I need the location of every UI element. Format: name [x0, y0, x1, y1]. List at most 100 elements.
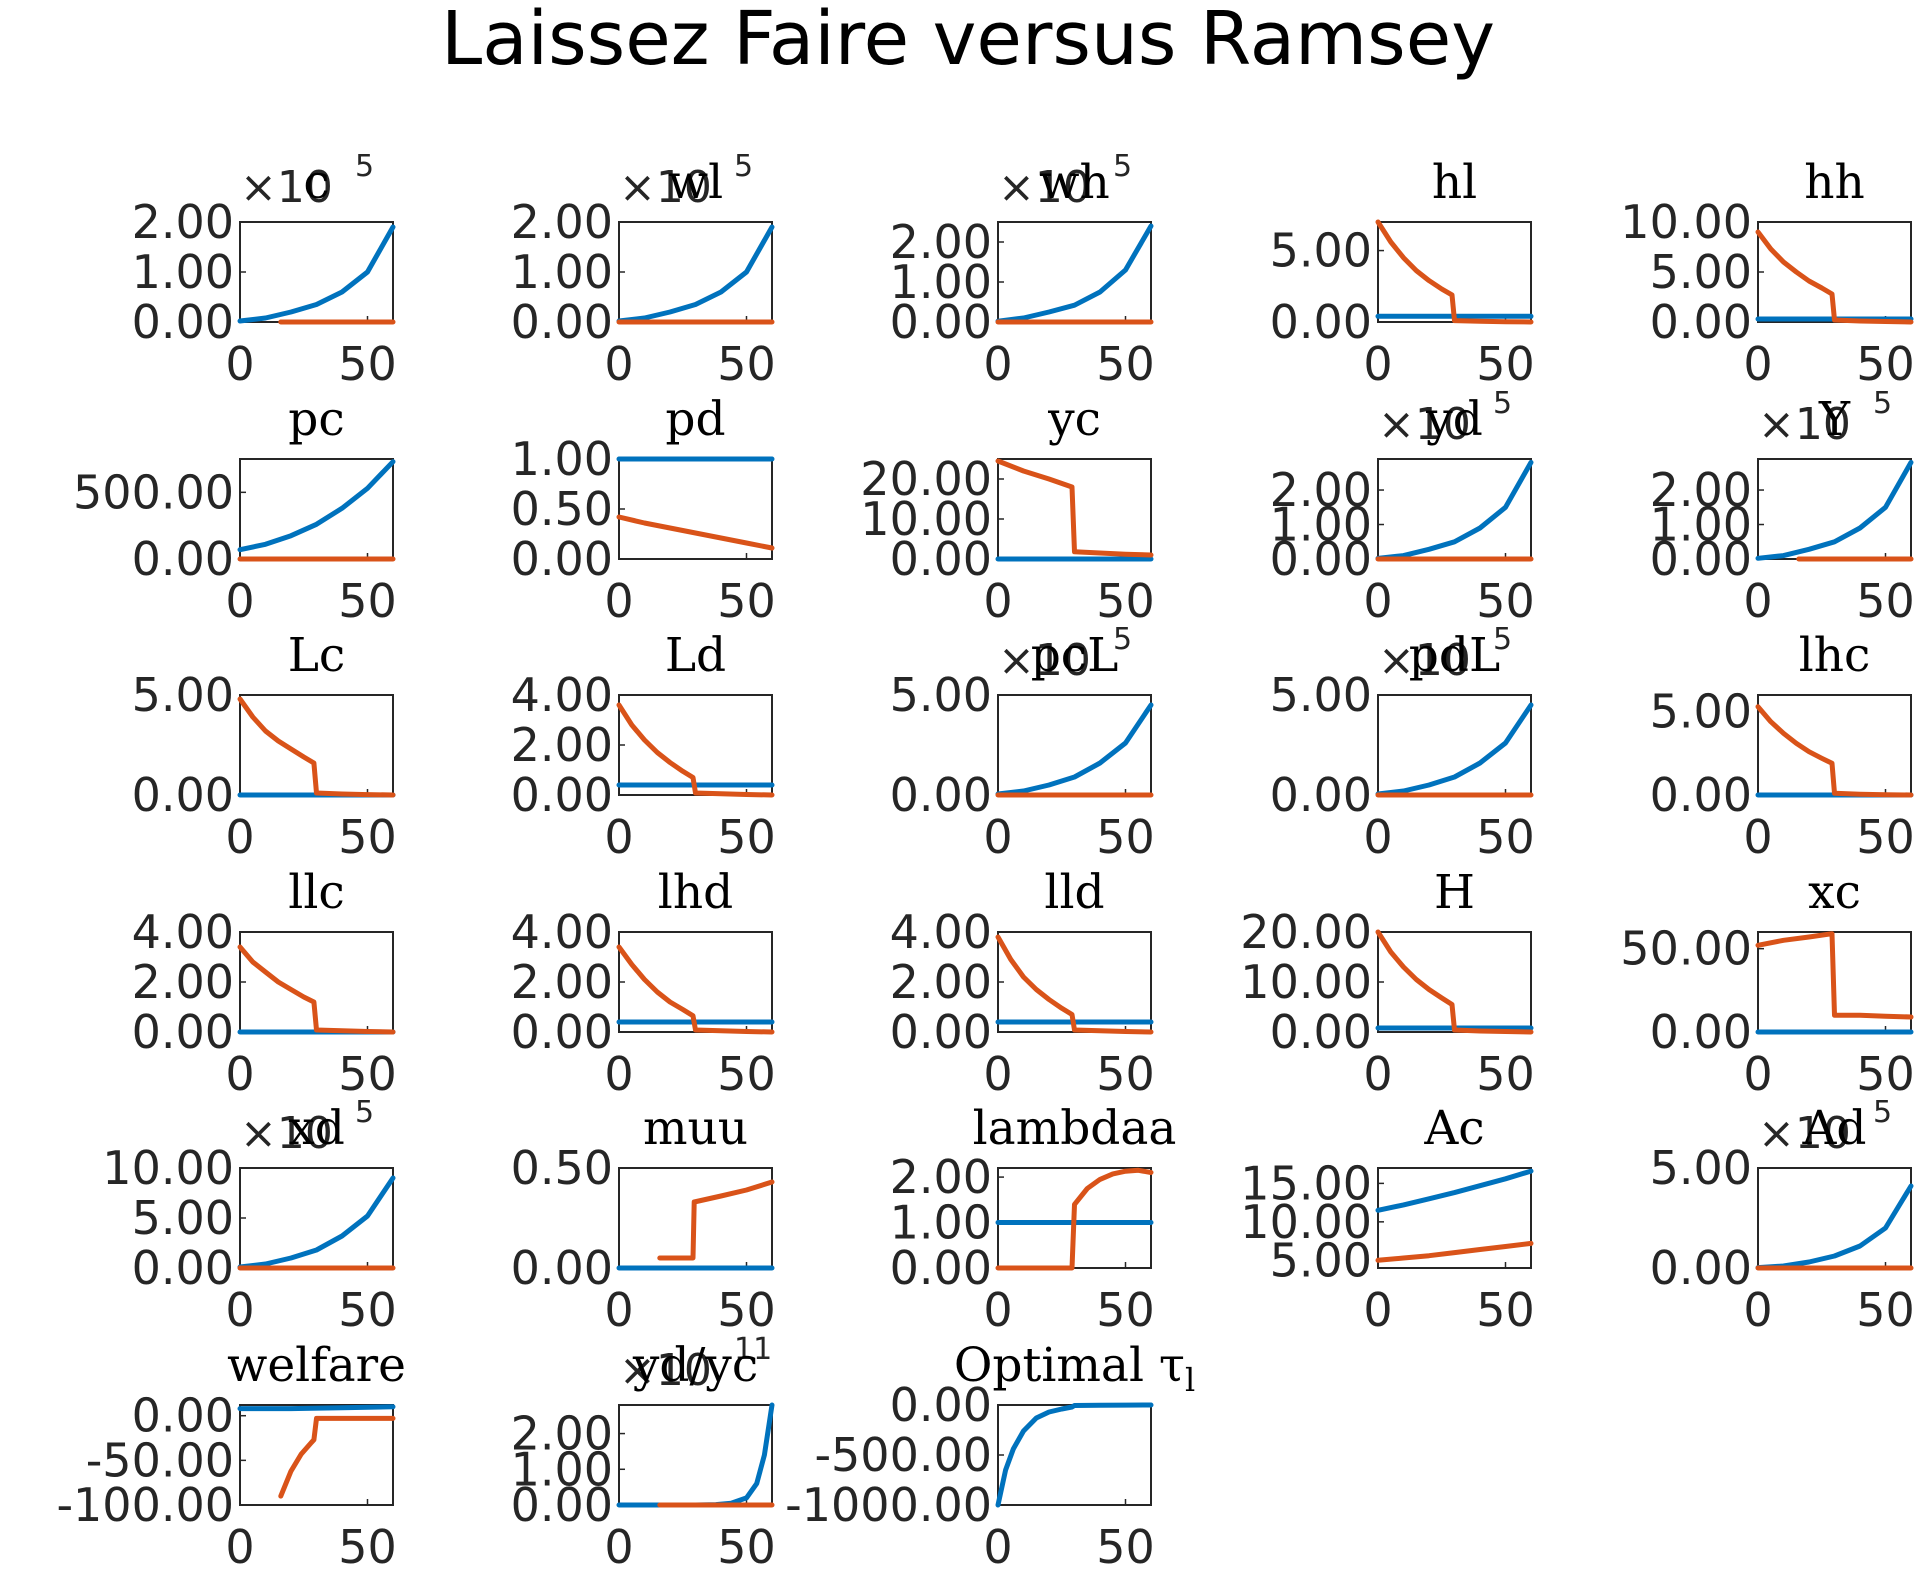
subplot-title: xd [288, 1101, 345, 1156]
subplot-title-text: wl [668, 155, 723, 210]
subplot-title: xc [1808, 865, 1861, 920]
subplot-title-text: pcL [1031, 628, 1119, 683]
axes-frame [1377, 694, 1532, 796]
x-tick-label: 50 [338, 1047, 397, 1101]
subplot-title: lld [1044, 865, 1104, 920]
y-tick-label: 0.00 [511, 1241, 613, 1295]
y-tick-label: 5.00 [1270, 668, 1372, 722]
x-tick-label: 0 [983, 1047, 1012, 1101]
subplot-title: welfare [227, 1338, 406, 1393]
x-tick-label: 0 [225, 1520, 254, 1574]
y-tick-label: 0.00 [511, 295, 613, 349]
series-line-1 [995, 458, 1154, 558]
subplot-21: 0.00 0.50 0 50 muu [511, 1101, 776, 1337]
subplot-title-text: yd/yc [632, 1338, 758, 1393]
series-line-1 [657, 1179, 775, 1261]
series-line-0 [1375, 459, 1534, 561]
y-tick-label: 0.00 [890, 295, 992, 349]
axis-multiplier-exponent: 5 [355, 1095, 374, 1130]
subplot-0: 0.001.002.00 0 50 ×10 5c [132, 149, 397, 391]
subplot-27: -1000.00-500.000.00 0 50 Optimal τl [785, 1338, 1195, 1574]
subplot-title: pd [665, 392, 725, 447]
y-tick-label: 0.00 [132, 1389, 234, 1443]
subplot-title: H [1434, 865, 1475, 920]
y-tick-label: 0.00 [890, 1241, 992, 1295]
y-tick-label: -50.00 [86, 1433, 234, 1487]
series-line-1 [1755, 931, 1914, 1020]
x-tick-label: 0 [983, 337, 1012, 391]
y-tick-label: 1.00 [132, 245, 234, 299]
series-line-1 [1375, 929, 1534, 1035]
series-line-0 [237, 459, 396, 553]
x-tick-label: 0 [1743, 1283, 1772, 1337]
y-tick-label: 5.00 [1650, 685, 1752, 739]
series-line-0 [237, 224, 396, 324]
subplot-title: pdL [1409, 628, 1500, 683]
y-tick-label: 0.00 [1270, 768, 1372, 822]
subplot-title-text: yd [1425, 392, 1483, 447]
subplot-title: lhd [658, 865, 733, 920]
axis-multiplier-exponent: 11 [734, 1332, 772, 1367]
y-tick-label: 0.00 [1270, 532, 1372, 586]
y-tick-label: 10.00 [1240, 955, 1372, 1009]
subplot-title: hl [1432, 155, 1477, 210]
x-tick-label: 0 [604, 1283, 633, 1337]
x-tick-label: 0 [225, 1047, 254, 1101]
axis-multiplier: ×10 [998, 635, 1091, 686]
x-tick-label: 0 [604, 337, 633, 391]
figure-title: Laissez Faire versus Ramsey [441, 0, 1495, 82]
subplot-19: 0.00 50.00 0 50 xc [1620, 865, 1914, 1101]
y-tick-label: 5.00 [1650, 1141, 1752, 1195]
axis-multiplier: ×10 [1758, 399, 1851, 450]
x-tick-label: 0 [983, 574, 1012, 628]
y-tick-label: 0.00 [890, 1378, 992, 1432]
x-tick-label: 0 [983, 1520, 1012, 1574]
subplot-title-text: H [1434, 865, 1475, 920]
x-tick-label: 50 [1476, 1283, 1535, 1337]
x-tick-label: 0 [225, 574, 254, 628]
subplot-title-text: Ad [1801, 1101, 1866, 1156]
axis-multiplier-exponent: 5 [1873, 386, 1892, 421]
axis-multiplier-exponent: 5 [1493, 386, 1512, 421]
subplot-8: 0.001.002.00 0 50 ×10 5 yd [1270, 386, 1535, 628]
y-tick-label: 1.00 [511, 1442, 613, 1496]
y-tick-label: 0.00 [1650, 768, 1752, 822]
x-tick-label: 50 [338, 1520, 397, 1574]
subplot-title: Ld [665, 628, 726, 683]
series-line-0 [1755, 459, 1914, 561]
y-tick-label: 10.00 [860, 492, 992, 546]
subplot-title: pcL [1031, 628, 1119, 683]
y-tick-label: 10.00 [1240, 1195, 1372, 1249]
y-tick-label: 0.00 [132, 532, 234, 586]
y-tick-label: 2.00 [511, 718, 613, 772]
subplot-title: hh [1804, 155, 1865, 210]
y-tick-label: 2.00 [132, 195, 234, 249]
x-tick-label: 50 [1096, 810, 1155, 864]
axis-multiplier: ×10 [619, 1345, 712, 1396]
y-tick-label: 1.00 [511, 245, 613, 299]
x-tick-label: 50 [1096, 1283, 1155, 1337]
subplot-title: pc [288, 392, 344, 447]
series-line-1 [1375, 219, 1534, 325]
x-tick-label: 50 [717, 1283, 776, 1337]
series-line-1 [995, 934, 1154, 1035]
axes-frame [997, 694, 1152, 796]
x-tick-label: 50 [1856, 574, 1915, 628]
x-tick-label: 0 [604, 1047, 633, 1101]
subplot-title: Lc [288, 628, 346, 683]
y-tick-label: 1.00 [890, 255, 992, 309]
y-tick-label: -500.00 [814, 1428, 992, 1482]
axis-multiplier: ×10 [1378, 399, 1471, 450]
y-tick-label: 0.50 [511, 1141, 613, 1195]
axis-multiplier: ×10 [240, 1108, 333, 1159]
subplot-title: yc [1047, 392, 1101, 447]
series-line-1 [1375, 1240, 1534, 1263]
y-tick-label: -100.00 [56, 1478, 234, 1532]
y-tick-label: 0.00 [132, 1005, 234, 1059]
axis-multiplier: ×10 [240, 162, 333, 213]
subplot-title-text: pd [665, 392, 725, 447]
subplot-5: 0.00 500.00 0 50 pc [73, 392, 397, 628]
